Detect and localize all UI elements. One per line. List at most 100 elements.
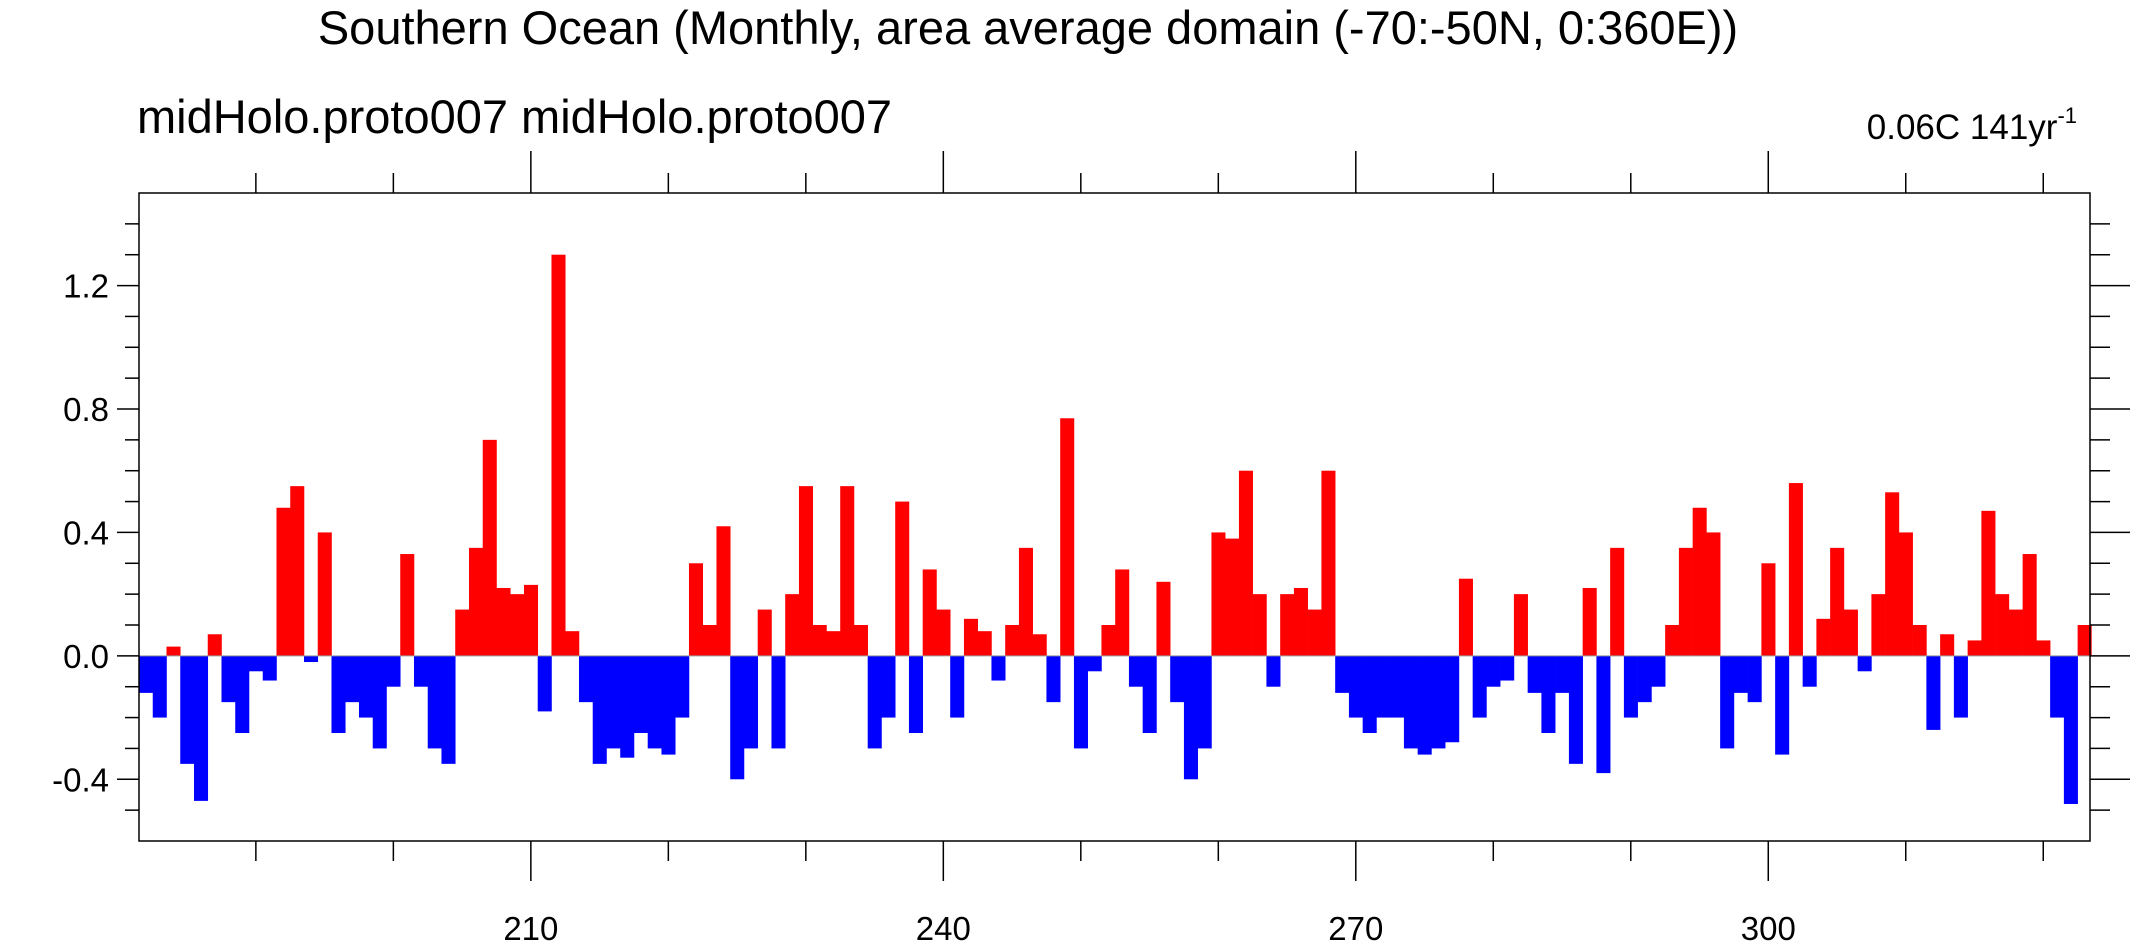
bar	[193, 655, 209, 801]
bar	[1775, 655, 1790, 755]
y-tick-label: 0.0	[63, 638, 109, 675]
bar	[372, 655, 387, 749]
bar	[1390, 655, 1405, 718]
bar	[1266, 655, 1281, 687]
bar	[1981, 510, 1996, 656]
bar	[400, 554, 415, 656]
x-tick-label: 300	[1741, 910, 1796, 947]
bar	[1761, 563, 1776, 656]
bar	[1307, 609, 1322, 656]
bar	[592, 655, 607, 764]
bar	[1046, 655, 1061, 703]
bar	[1953, 655, 1968, 718]
bar	[1527, 655, 1542, 693]
x-tick-label: 270	[1328, 910, 1383, 947]
bar	[1376, 655, 1391, 718]
left-subtitle: midHolo.proto007 midHolo.proto007	[137, 90, 892, 143]
bar	[895, 501, 910, 656]
bar	[1678, 547, 1693, 656]
bar	[785, 594, 800, 656]
bar	[1843, 609, 1858, 656]
bar	[771, 655, 786, 749]
y-tick-label: 1.2	[63, 268, 109, 305]
bar	[441, 655, 456, 764]
bar	[358, 655, 374, 718]
bar	[551, 254, 566, 656]
y-tick-label: 0.4	[63, 514, 109, 551]
bar	[510, 594, 525, 656]
bar	[180, 655, 195, 764]
bar	[303, 655, 319, 663]
y-tick-label: -0.4	[52, 761, 109, 798]
bar	[1348, 655, 1363, 718]
bar	[1087, 655, 1102, 672]
bar	[1238, 470, 1253, 656]
bar	[221, 655, 236, 703]
bar	[2077, 625, 2092, 656]
bar	[207, 634, 222, 656]
bar	[2022, 554, 2037, 656]
bar	[1486, 655, 1501, 687]
bar	[1417, 655, 1432, 755]
bar	[1788, 483, 1803, 656]
bar	[1871, 594, 1886, 656]
x-tick-label: 240	[916, 910, 971, 947]
bar	[702, 625, 717, 656]
bar	[1060, 418, 1075, 656]
bar	[1610, 547, 1625, 656]
bar	[1665, 625, 1680, 656]
bar	[1898, 532, 1913, 656]
bar	[798, 486, 814, 656]
bar	[345, 655, 360, 703]
bar	[537, 655, 552, 712]
bar	[661, 655, 676, 755]
bar	[468, 547, 484, 656]
bar	[1857, 655, 1872, 672]
bar	[1541, 655, 1556, 733]
bar	[1555, 655, 1570, 693]
bar	[716, 526, 731, 656]
bar	[1280, 594, 1295, 656]
bar	[950, 655, 965, 718]
bar	[1885, 492, 1900, 656]
bar	[840, 486, 855, 656]
bar	[853, 625, 869, 656]
bar	[1321, 470, 1336, 656]
bar	[908, 655, 923, 733]
bar	[1073, 655, 1088, 749]
bar	[675, 655, 690, 718]
bar	[565, 631, 580, 656]
bar	[1032, 634, 1047, 656]
bar	[867, 655, 882, 749]
chart-title: Southern Ocean (Monthly, area average do…	[318, 1, 1738, 54]
bar	[977, 631, 992, 656]
bar	[1651, 655, 1666, 687]
bar	[1623, 655, 1638, 718]
bar	[1403, 655, 1418, 749]
bar	[1128, 655, 1143, 687]
bar	[496, 587, 511, 656]
bar	[1362, 655, 1377, 733]
bar	[290, 486, 305, 656]
bar	[482, 439, 497, 656]
bar	[620, 655, 635, 758]
bar	[578, 655, 594, 703]
bar	[1005, 625, 1020, 656]
right-subtitle-text: 0.06C 141yr	[1867, 108, 2058, 147]
bar	[1101, 625, 1116, 656]
bar	[331, 655, 346, 733]
bar	[1115, 569, 1130, 656]
bar	[1802, 655, 1817, 687]
bar	[1458, 578, 1473, 656]
bar	[386, 655, 401, 687]
bar	[152, 655, 167, 718]
bar	[1568, 655, 1583, 764]
bar	[276, 507, 291, 656]
bar	[812, 625, 827, 656]
bar	[1816, 618, 1831, 656]
bar	[1142, 655, 1157, 733]
bar	[1830, 547, 1845, 656]
bar	[1926, 655, 1941, 730]
bar	[633, 655, 649, 733]
bar	[1733, 655, 1748, 693]
